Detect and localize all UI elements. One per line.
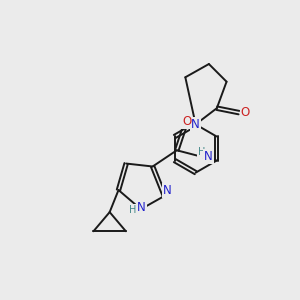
Text: N: N (204, 150, 213, 163)
Text: N: N (191, 118, 200, 131)
Text: O: O (241, 106, 250, 119)
Text: N: N (137, 201, 146, 214)
Text: H: H (197, 147, 205, 158)
Text: H: H (129, 205, 136, 215)
Text: O: O (182, 115, 191, 128)
Text: N: N (163, 184, 172, 197)
